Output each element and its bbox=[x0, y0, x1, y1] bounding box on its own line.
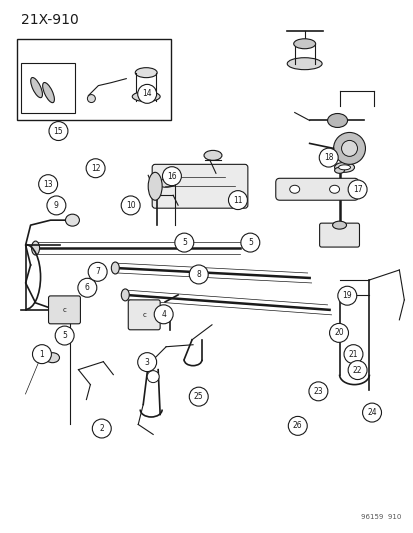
Text: 96159  910: 96159 910 bbox=[360, 514, 400, 520]
Ellipse shape bbox=[332, 221, 346, 229]
Circle shape bbox=[92, 419, 111, 438]
Ellipse shape bbox=[65, 214, 79, 226]
Ellipse shape bbox=[289, 185, 299, 193]
Text: 5: 5 bbox=[181, 238, 186, 247]
Circle shape bbox=[337, 286, 356, 305]
Ellipse shape bbox=[204, 150, 221, 160]
Text: 24: 24 bbox=[366, 408, 376, 417]
Ellipse shape bbox=[287, 58, 321, 70]
Text: 14: 14 bbox=[142, 90, 152, 99]
Ellipse shape bbox=[45, 353, 59, 362]
Circle shape bbox=[154, 305, 173, 324]
Text: 26: 26 bbox=[292, 422, 302, 430]
Circle shape bbox=[38, 175, 57, 193]
Ellipse shape bbox=[329, 185, 339, 193]
Circle shape bbox=[228, 191, 247, 209]
Circle shape bbox=[78, 278, 97, 297]
Circle shape bbox=[189, 265, 208, 284]
Ellipse shape bbox=[334, 163, 354, 172]
Ellipse shape bbox=[135, 68, 157, 78]
Bar bbox=[21, 63, 75, 112]
Text: c: c bbox=[62, 307, 66, 313]
Ellipse shape bbox=[132, 92, 160, 102]
Circle shape bbox=[347, 180, 366, 199]
Ellipse shape bbox=[293, 39, 315, 49]
Text: 11: 11 bbox=[233, 196, 242, 205]
Circle shape bbox=[347, 361, 366, 379]
Circle shape bbox=[287, 416, 306, 435]
Circle shape bbox=[341, 140, 357, 156]
Text: 12: 12 bbox=[90, 164, 100, 173]
Ellipse shape bbox=[157, 179, 175, 187]
Ellipse shape bbox=[334, 167, 344, 173]
Circle shape bbox=[318, 148, 337, 167]
Text: 10: 10 bbox=[126, 201, 135, 210]
Circle shape bbox=[47, 196, 66, 215]
Circle shape bbox=[49, 122, 68, 141]
Circle shape bbox=[343, 345, 362, 364]
Circle shape bbox=[88, 262, 107, 281]
Circle shape bbox=[138, 353, 156, 372]
Circle shape bbox=[362, 403, 381, 422]
Text: 8: 8 bbox=[196, 270, 201, 279]
FancyBboxPatch shape bbox=[275, 179, 358, 200]
Text: 15: 15 bbox=[54, 126, 63, 135]
Text: 20: 20 bbox=[333, 328, 343, 337]
Circle shape bbox=[162, 167, 181, 185]
Ellipse shape bbox=[31, 241, 40, 255]
Text: c: c bbox=[142, 312, 146, 318]
Text: 16: 16 bbox=[167, 172, 176, 181]
Ellipse shape bbox=[121, 289, 129, 301]
Ellipse shape bbox=[31, 77, 43, 98]
Circle shape bbox=[138, 84, 156, 103]
Circle shape bbox=[147, 370, 159, 383]
Text: 9: 9 bbox=[54, 201, 59, 210]
Text: 7: 7 bbox=[95, 268, 100, 276]
Text: 21X-910: 21X-910 bbox=[21, 13, 78, 27]
Circle shape bbox=[329, 324, 348, 342]
Circle shape bbox=[308, 382, 327, 401]
Text: 25: 25 bbox=[193, 392, 203, 401]
Ellipse shape bbox=[327, 114, 347, 127]
Circle shape bbox=[240, 233, 259, 252]
Text: 17: 17 bbox=[352, 185, 361, 194]
Text: 2: 2 bbox=[99, 424, 104, 433]
FancyBboxPatch shape bbox=[319, 223, 358, 247]
Text: 5: 5 bbox=[247, 238, 252, 247]
Text: 13: 13 bbox=[43, 180, 53, 189]
Text: 23: 23 bbox=[313, 387, 323, 396]
Circle shape bbox=[121, 196, 140, 215]
Text: 5: 5 bbox=[62, 331, 67, 340]
Text: 18: 18 bbox=[323, 153, 332, 162]
Circle shape bbox=[189, 387, 208, 406]
Text: 1: 1 bbox=[40, 350, 44, 359]
Ellipse shape bbox=[43, 83, 54, 103]
FancyBboxPatch shape bbox=[152, 164, 247, 208]
Ellipse shape bbox=[111, 262, 119, 274]
Bar bbox=[17, 39, 171, 120]
Circle shape bbox=[333, 133, 365, 164]
Text: 6: 6 bbox=[85, 283, 90, 292]
Ellipse shape bbox=[338, 165, 350, 170]
Text: 19: 19 bbox=[342, 291, 351, 300]
Text: 4: 4 bbox=[161, 310, 166, 319]
Text: 22: 22 bbox=[352, 366, 361, 375]
Text: 21: 21 bbox=[348, 350, 357, 359]
Circle shape bbox=[32, 345, 51, 364]
FancyBboxPatch shape bbox=[48, 296, 80, 324]
Circle shape bbox=[174, 233, 193, 252]
Circle shape bbox=[55, 326, 74, 345]
Circle shape bbox=[87, 94, 95, 102]
Circle shape bbox=[86, 159, 105, 177]
FancyBboxPatch shape bbox=[128, 300, 160, 330]
Ellipse shape bbox=[148, 172, 162, 200]
Text: 3: 3 bbox=[145, 358, 149, 367]
